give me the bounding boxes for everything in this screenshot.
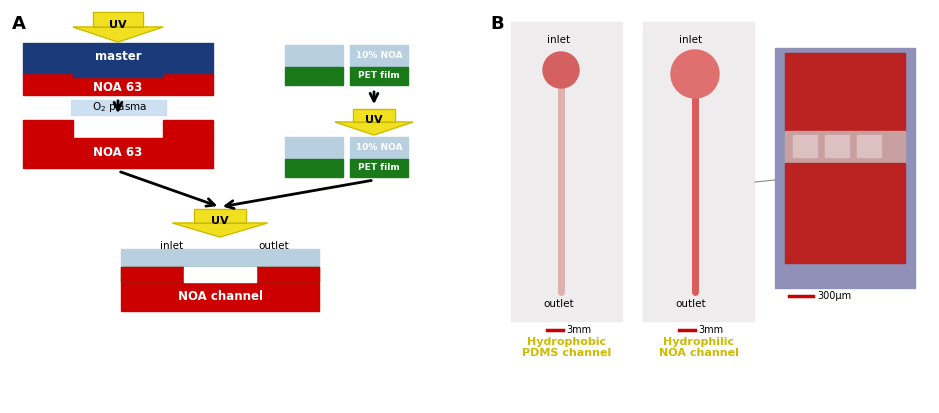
Bar [350,45,408,67]
Bar [184,249,256,267]
Bar [23,138,213,168]
Text: NOA channel: NOA channel [177,290,263,302]
Text: UV: UV [365,115,383,125]
Bar [785,131,905,163]
Bar [256,267,319,281]
Bar [73,63,163,77]
Text: inlet: inlet [161,241,183,251]
Text: PET film: PET film [358,71,400,81]
Bar [121,267,184,281]
Text: B: B [490,15,503,33]
Text: Hydrophobic: Hydrophobic [528,337,607,347]
Polygon shape [173,223,268,237]
Text: UV: UV [211,216,229,226]
Text: 300μm: 300μm [817,291,851,301]
Bar [793,135,817,157]
Bar [121,249,184,267]
Circle shape [543,52,579,88]
Polygon shape [73,27,163,42]
Polygon shape [352,109,395,122]
Bar [785,53,905,131]
Bar [70,100,165,115]
Bar [256,267,319,281]
Text: outlet: outlet [676,299,706,309]
Bar [350,137,408,159]
Bar [785,163,905,263]
Bar [643,22,755,322]
Bar [857,135,881,157]
Bar [163,120,213,138]
Text: outlet: outlet [258,241,289,251]
Bar [825,135,849,157]
Polygon shape [93,12,143,27]
Text: NOA 63: NOA 63 [93,147,143,159]
Text: NOA channel: NOA channel [659,348,739,358]
Bar [23,120,73,138]
Bar [285,159,343,177]
Circle shape [671,50,719,98]
Text: outlet: outlet [544,299,575,309]
Bar [23,43,213,73]
Text: inlet: inlet [547,35,571,45]
Text: O$_2$ plasma: O$_2$ plasma [92,100,147,114]
Bar [256,249,319,267]
Bar [285,45,343,67]
Bar [285,67,343,85]
Bar [23,73,213,95]
Text: A: A [12,15,26,33]
Bar [184,267,256,281]
Bar [775,48,915,288]
Bar [121,281,319,311]
Text: PET film: PET film [358,164,400,173]
Text: 10% NOA: 10% NOA [356,52,402,60]
Polygon shape [193,209,246,223]
Text: 3mm: 3mm [566,325,592,335]
Text: NOA 63: NOA 63 [93,81,143,94]
Bar [285,137,343,159]
Text: inlet: inlet [680,35,702,45]
Text: master: master [95,50,141,63]
Bar [121,267,184,281]
Bar [511,22,623,322]
Polygon shape [335,122,413,135]
Bar [350,159,408,177]
Text: 10% NOA: 10% NOA [356,143,402,152]
Bar [184,267,256,282]
Text: UV: UV [109,19,127,30]
Text: Hydrophilic: Hydrophilic [664,337,734,347]
Bar [350,67,408,85]
Text: 3mm: 3mm [698,325,723,335]
Text: PDMS channel: PDMS channel [522,348,611,358]
